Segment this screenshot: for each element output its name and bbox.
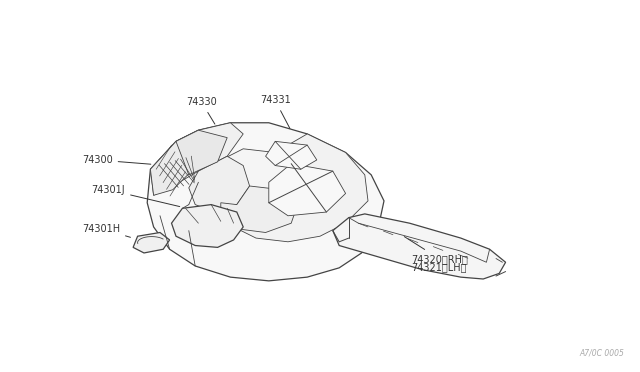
Text: A7/0C 0005: A7/0C 0005 [579, 349, 624, 358]
Polygon shape [147, 123, 384, 281]
Text: 74301J: 74301J [92, 185, 180, 206]
Text: 74320〈RH〉: 74320〈RH〉 [404, 237, 468, 264]
Polygon shape [227, 134, 368, 242]
Polygon shape [172, 205, 243, 247]
Polygon shape [221, 186, 298, 232]
Polygon shape [150, 123, 243, 195]
Polygon shape [133, 232, 170, 253]
Polygon shape [266, 141, 317, 169]
Polygon shape [189, 156, 250, 212]
Text: 74300: 74300 [82, 155, 151, 165]
Text: 74321〈LH〉: 74321〈LH〉 [411, 262, 467, 272]
Text: 74330: 74330 [186, 97, 217, 124]
Polygon shape [176, 130, 227, 175]
Text: 74301H: 74301H [82, 224, 131, 237]
Polygon shape [150, 141, 195, 195]
Polygon shape [333, 214, 506, 279]
Text: 74331: 74331 [260, 96, 291, 128]
Polygon shape [198, 149, 298, 216]
Polygon shape [269, 164, 346, 216]
